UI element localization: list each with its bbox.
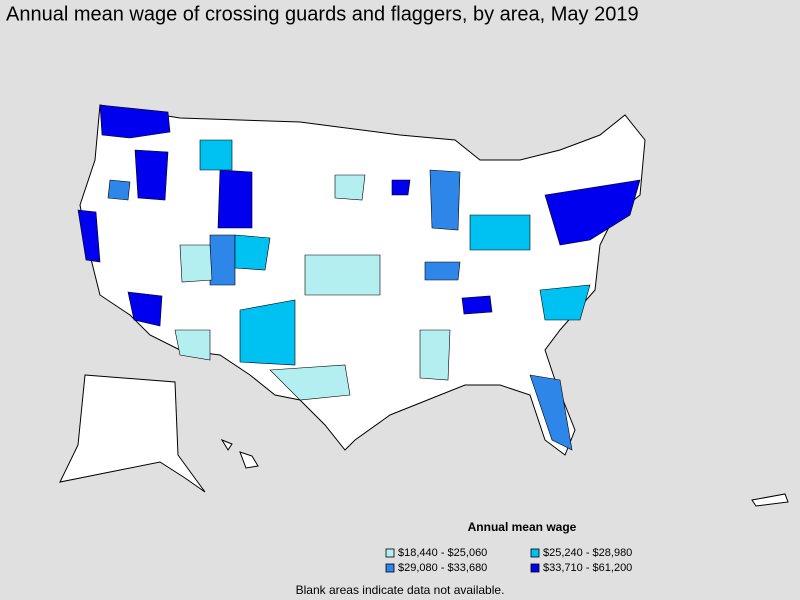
region bbox=[179, 244, 213, 283]
region bbox=[127, 291, 163, 327]
region bbox=[544, 179, 641, 246]
puerto-rico bbox=[751, 493, 789, 507]
hawaii bbox=[220, 438, 233, 451]
legend-swatch bbox=[530, 563, 540, 573]
legend-swatch bbox=[385, 563, 395, 573]
region bbox=[199, 139, 233, 171]
region bbox=[391, 179, 411, 196]
legend-label: $29,080 - $33,680 bbox=[398, 562, 487, 574]
region bbox=[209, 234, 236, 286]
region bbox=[217, 169, 253, 229]
region bbox=[529, 374, 573, 451]
legend-label: $18,440 - $25,060 bbox=[398, 547, 487, 559]
region bbox=[99, 104, 171, 139]
region bbox=[429, 169, 461, 231]
footnote: Blank areas indicate data not available. bbox=[296, 583, 505, 597]
region bbox=[134, 149, 169, 201]
region bbox=[239, 299, 296, 366]
legend-swatch bbox=[530, 548, 540, 558]
region bbox=[424, 261, 461, 281]
region bbox=[304, 254, 381, 296]
region bbox=[234, 234, 271, 271]
legend-title: Annual mean wage bbox=[468, 520, 577, 534]
legend-label: $33,710 - $61,200 bbox=[543, 562, 632, 574]
region bbox=[174, 329, 211, 361]
region bbox=[269, 364, 351, 401]
hawaii bbox=[239, 451, 259, 469]
legend-swatch bbox=[385, 548, 395, 558]
map-title: Annual mean wage of crossing guards and … bbox=[6, 3, 639, 25]
region bbox=[334, 174, 366, 201]
legend-label: $25,240 - $28,980 bbox=[543, 547, 632, 559]
alaska bbox=[59, 374, 206, 493]
region bbox=[539, 284, 591, 321]
region bbox=[77, 209, 101, 263]
legend: $18,440 - $25,060 $25,240 - $28,980 $29,08… bbox=[385, 547, 632, 574]
region bbox=[107, 179, 131, 201]
region bbox=[461, 295, 493, 315]
region bbox=[469, 214, 531, 251]
map bbox=[59, 104, 789, 507]
region bbox=[419, 329, 451, 381]
